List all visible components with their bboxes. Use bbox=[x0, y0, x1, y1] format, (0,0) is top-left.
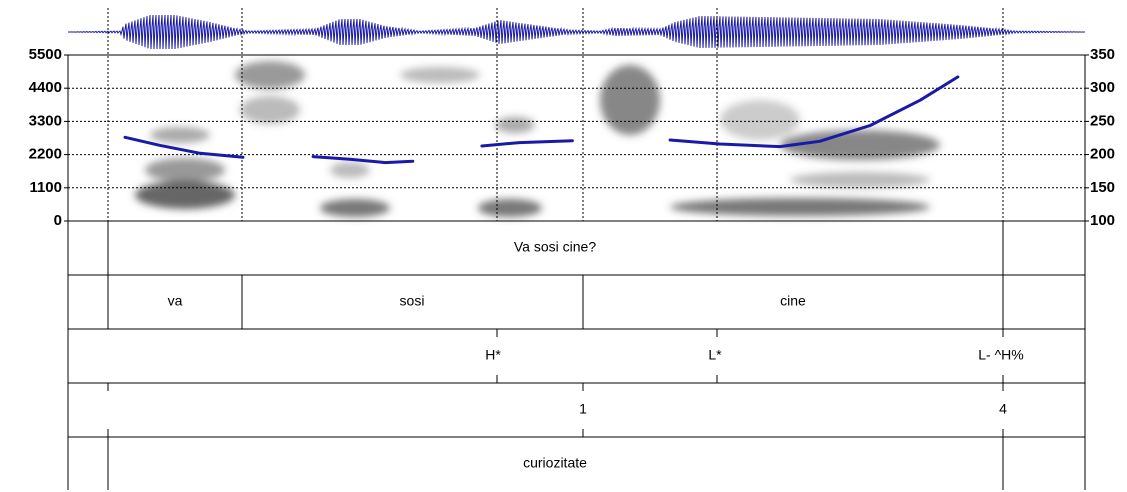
tier-label: sosi bbox=[400, 293, 425, 309]
waveform bbox=[68, 14, 1085, 50]
tier-label: L- ^H% bbox=[978, 347, 1023, 363]
y2-tick-label: 300 bbox=[1090, 79, 1115, 96]
tier-label: H* bbox=[485, 347, 501, 363]
y2-tick-label: 350 bbox=[1090, 46, 1115, 63]
y-tick-label: 0 bbox=[54, 212, 62, 229]
boundary-lines bbox=[107, 8, 1004, 221]
spectrogram bbox=[135, 61, 940, 217]
y-tick-label: 3300 bbox=[29, 112, 62, 129]
tier-label: cine bbox=[780, 293, 806, 309]
pitch-contour bbox=[123, 135, 245, 159]
y-tick-label: 5500 bbox=[29, 46, 62, 63]
y-tick-label: 1100 bbox=[29, 179, 62, 196]
pitch-contour bbox=[311, 155, 415, 165]
tier-label: va bbox=[168, 293, 183, 309]
tier-label: L* bbox=[708, 347, 722, 363]
y-tick-label: 2200 bbox=[29, 146, 62, 163]
tier-label: 4 bbox=[999, 401, 1007, 417]
y-tick-label: 4400 bbox=[29, 79, 62, 96]
y2-tick-label: 250 bbox=[1090, 112, 1115, 129]
y2-tick-label: 200 bbox=[1090, 146, 1115, 163]
tier-label: 1 bbox=[579, 401, 587, 417]
y2-tick-label: 100 bbox=[1090, 212, 1115, 229]
pitch-contour bbox=[668, 75, 960, 149]
tier-label: Va sosi cine? bbox=[514, 239, 596, 255]
tier-label: curiozitate bbox=[523, 455, 587, 471]
y2-tick-label: 150 bbox=[1090, 179, 1115, 196]
pitch-contour bbox=[480, 139, 574, 148]
tier-frame bbox=[67, 221, 1086, 490]
